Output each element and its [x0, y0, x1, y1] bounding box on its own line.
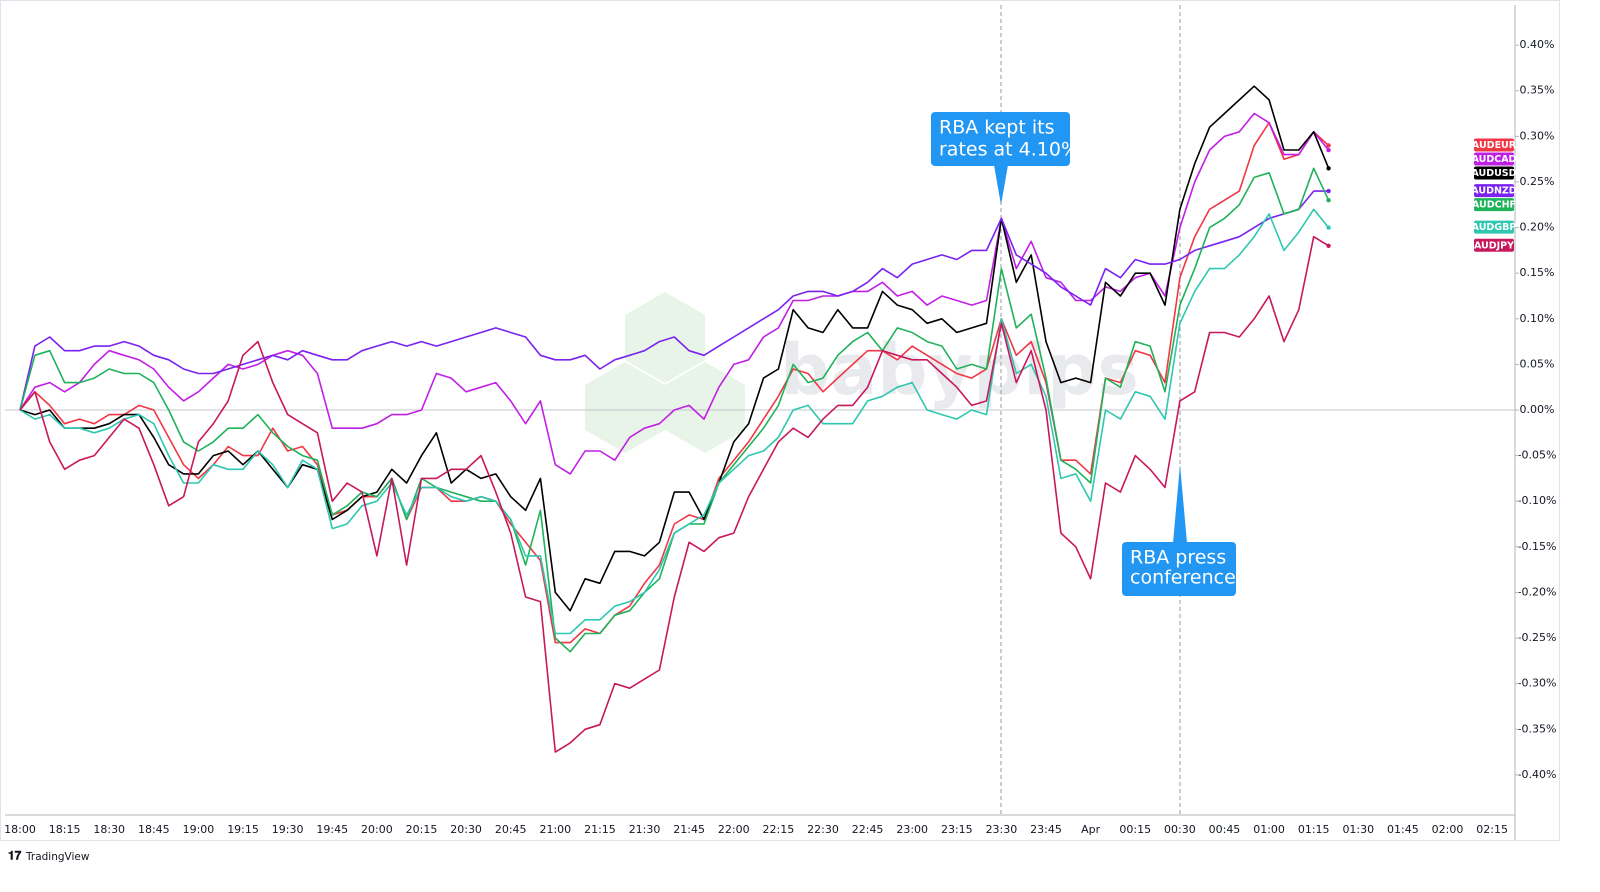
x-tick-label: 19:00	[183, 823, 215, 836]
series-tag	[1474, 152, 1514, 166]
x-tick-label: 01:15	[1298, 823, 1330, 836]
legend-label: AUDCAD	[1472, 154, 1517, 165]
x-tick-label: 23:00	[896, 823, 928, 836]
x-tick-label: 19:15	[227, 823, 259, 836]
series-line	[19, 208, 1330, 635]
x-tick-label: 21:00	[539, 823, 571, 836]
legend-label: AUDNZD	[1471, 186, 1516, 197]
x-tick-label: 01:00	[1253, 823, 1285, 836]
x-tick-label: 01:30	[1342, 823, 1374, 836]
y-tick-label: 0.25%	[1520, 175, 1555, 188]
y-tick-label: -0.40%	[1518, 768, 1557, 781]
plot-area	[5, 85, 1515, 753]
y-tick-label: 0.20%	[1520, 221, 1555, 234]
annotation-pointer	[994, 165, 1008, 205]
x-tick-label: 21:45	[673, 823, 705, 836]
x-tick-label: Apr	[1081, 823, 1101, 836]
last-point	[1326, 147, 1331, 153]
y-tick-label: 0.05%	[1520, 357, 1555, 370]
series-line	[19, 121, 1330, 644]
chart-frame	[0, 0, 1560, 841]
x-tick-label: 23:45	[1030, 823, 1062, 836]
annotation-box	[931, 112, 1070, 166]
series-tag	[1474, 184, 1514, 198]
series-tag	[1474, 238, 1514, 252]
series-line	[19, 85, 1330, 612]
x-tick-label: 20:45	[495, 823, 527, 836]
y-tick-label: -0.35%	[1518, 722, 1557, 735]
legend-label: AUDEUR	[1472, 140, 1517, 151]
series-tag	[1474, 198, 1514, 212]
x-tick-label: 00:30	[1164, 823, 1196, 836]
watermark-logo	[585, 292, 745, 453]
last-point	[1326, 166, 1331, 171]
x-tick-label: 19:45	[316, 823, 348, 836]
annotation-text: conference	[1130, 567, 1236, 589]
x-tick-label: 01:45	[1387, 823, 1419, 836]
legend-label: AUDGBP	[1472, 222, 1517, 233]
legend-label: AUDJPY	[1474, 240, 1514, 251]
x-tick-label: 23:15	[941, 823, 973, 836]
annotation: RBA press conference	[1122, 465, 1236, 596]
x-tick-label: 18:45	[138, 823, 170, 836]
last-point	[1326, 188, 1331, 194]
x-tick-label: 21:30	[629, 823, 661, 836]
x-tick-label: 22:15	[763, 823, 795, 836]
x-tick-label: 18:15	[49, 823, 81, 836]
x-tick-label: 19:30	[272, 823, 304, 836]
y-tick-label: -0.15%	[1518, 540, 1557, 553]
x-tick-label: 23:30	[986, 823, 1018, 836]
annotation-pointer	[1173, 465, 1187, 543]
annotation: RBA kept its rates at 4.10%	[931, 112, 1079, 205]
series-tag	[1474, 138, 1514, 152]
x-tick-label: 02:15	[1476, 823, 1508, 836]
y-tick-label: 0.40%	[1520, 38, 1555, 51]
y-tick-label: 0.15%	[1520, 266, 1555, 279]
x-tick-label: 00:45	[1209, 823, 1241, 836]
legend-label: AUDUSD	[1471, 168, 1516, 179]
annotation-text: RBA kept its	[939, 117, 1054, 139]
y-tick-label: -0.25%	[1518, 631, 1557, 644]
legend-label: AUDCHF	[1472, 200, 1516, 211]
series-line	[19, 190, 1329, 411]
x-tick-label: 22:00	[718, 823, 750, 836]
x-tick-label: 02:00	[1432, 823, 1464, 836]
x-tick-label: 00:15	[1119, 823, 1151, 836]
x-tick-label: 18:00	[4, 823, 36, 836]
series-line	[19, 235, 1330, 753]
footer-logo: 𝟏𝟕	[8, 849, 22, 863]
x-tick-label: 22:30	[807, 823, 839, 836]
x-tick-label: 20:15	[406, 823, 438, 836]
annotation-text: rates at 4.10%	[939, 139, 1079, 161]
y-tick-label: 0.10%	[1520, 312, 1555, 325]
y-tick-label: -0.10%	[1518, 494, 1557, 507]
y-tick-label: 0.30%	[1520, 129, 1555, 142]
x-tick-label: 18:30	[93, 823, 125, 836]
y-tick-label: 0.35%	[1520, 84, 1555, 97]
y-tick-label: -0.05%	[1518, 449, 1557, 462]
x-tick-label: 21:15	[584, 823, 616, 836]
x-tick-label: 22:45	[852, 823, 884, 836]
annotation-box	[1122, 542, 1236, 596]
last-point	[1326, 143, 1331, 148]
y-tick-label: 0.00%	[1520, 403, 1555, 416]
series-tag	[1474, 166, 1514, 180]
x-tick-label: 20:00	[361, 823, 393, 836]
y-tick-label: -0.30%	[1518, 677, 1557, 690]
annotation-text: RBA press	[1130, 547, 1226, 569]
last-point	[1326, 225, 1331, 230]
watermark: babypips	[780, 329, 1139, 411]
footer-text: TradingView	[25, 851, 90, 863]
last-point	[1326, 243, 1331, 249]
footer-brand: 𝟏𝟕 TradingView	[8, 849, 90, 864]
x-tick-label: 20:30	[450, 823, 482, 836]
last-point	[1326, 198, 1331, 203]
y-tick-label: -0.20%	[1518, 585, 1557, 598]
series-tag	[1474, 220, 1514, 234]
series-line	[19, 112, 1330, 475]
